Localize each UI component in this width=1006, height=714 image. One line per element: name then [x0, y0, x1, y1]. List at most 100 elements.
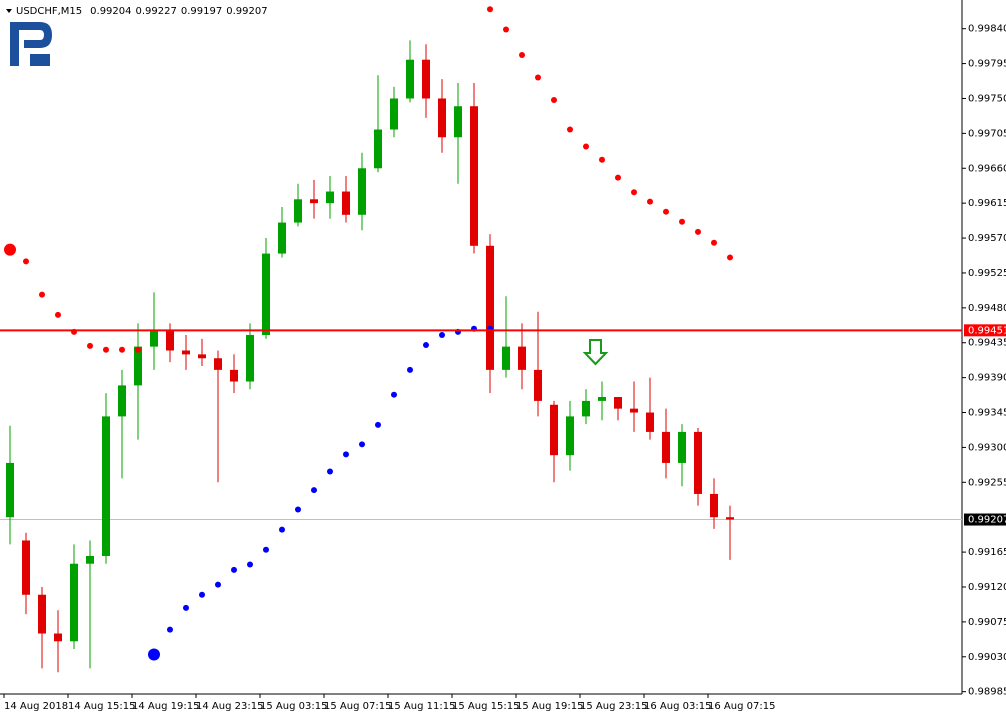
candle-body [230, 369, 238, 382]
indicator-dot [695, 228, 701, 235]
indicator-dot [4, 243, 16, 256]
indicator-dot [679, 218, 685, 225]
x-tick-label: 15 Aug 07:15 [324, 701, 391, 712]
quote-value: 0.99207 [226, 6, 267, 17]
indicator-dot [247, 561, 253, 568]
y-tick-label: 0.98985 [968, 687, 1006, 698]
indicator-dot [199, 591, 205, 598]
y-tick-label: 0.99390 [968, 373, 1006, 384]
candle-body [102, 416, 110, 556]
candle-body [278, 222, 286, 254]
y-tick-label: 0.99525 [968, 268, 1006, 279]
y-tick-label: 0.99165 [968, 547, 1006, 558]
indicator-dot [423, 342, 429, 349]
candle-body [390, 98, 398, 130]
indicator-dot [183, 604, 189, 611]
candle-body [534, 369, 542, 401]
x-tick-label: 15 Aug 11:15 [388, 701, 455, 712]
indicator-dot [407, 366, 413, 373]
candle-body [726, 517, 734, 520]
candle-body [470, 106, 478, 246]
candle-body [662, 431, 670, 463]
x-tick-label: 15 Aug 03:15 [260, 701, 327, 712]
indicator-dot [439, 331, 445, 338]
indicator-dot [231, 566, 237, 573]
indicator-dot [615, 174, 621, 181]
y-tick-label: 0.99705 [968, 128, 1006, 139]
candle-body [22, 540, 30, 595]
candle-body [38, 594, 46, 634]
candle-body [262, 253, 270, 335]
indicator-dot [487, 6, 493, 13]
candle-body [166, 331, 174, 351]
x-tick-label: 14 Aug 15:15 [68, 701, 135, 712]
candle-body [246, 334, 254, 382]
y-tick-label: 0.99615 [968, 198, 1006, 209]
indicator-dot [647, 198, 653, 205]
candle-body [326, 191, 334, 204]
candle-body [150, 331, 158, 347]
candle-body [518, 346, 526, 370]
indicator-dot [503, 26, 509, 33]
indicator-dot [279, 526, 285, 533]
level-label: 0.99451 [968, 325, 1006, 336]
y-tick-label: 0.99750 [968, 93, 1006, 104]
y-tick-label: 0.99345 [968, 408, 1006, 419]
candle-body [6, 462, 14, 518]
indicator-dot [631, 189, 637, 196]
candle-body [646, 412, 654, 432]
candle-body [550, 404, 558, 456]
y-tick-label: 0.99300 [968, 442, 1006, 453]
y-tick-label: 0.99840 [968, 24, 1006, 35]
y-tick-label: 0.99120 [968, 582, 1006, 593]
indicator-dot [119, 346, 125, 353]
logo [10, 22, 52, 66]
level-label-box [964, 324, 1006, 337]
y-tick-label: 0.99030 [968, 652, 1006, 663]
indicator-dot [103, 346, 109, 353]
symbol-menu-arrow[interactable] [6, 9, 12, 13]
candle-body [342, 191, 350, 215]
candle-body [678, 431, 686, 463]
candle-body [438, 98, 446, 138]
indicator-dot [263, 546, 269, 553]
indicator-dot [535, 74, 541, 81]
candle-body [614, 397, 622, 409]
candle-body [310, 199, 318, 204]
candle-body [502, 346, 510, 370]
candle-body [86, 555, 94, 564]
candle-body [374, 129, 382, 169]
x-tick-label: 16 Aug 07:15 [708, 701, 775, 712]
candle-body [118, 385, 126, 417]
last-price-label: 0.99207 [968, 515, 1006, 526]
indicator-dot [215, 581, 221, 588]
candle-body [70, 563, 78, 642]
indicator-dot [167, 626, 173, 633]
candle-body [566, 416, 574, 456]
indicator-dot [23, 258, 29, 265]
candle-body [694, 431, 702, 494]
y-tick-label: 0.99435 [968, 338, 1006, 349]
indicator-dot [55, 311, 61, 318]
candle-body [710, 493, 718, 518]
indicator-dot [359, 441, 365, 448]
indicator-dot [583, 143, 589, 150]
x-tick-label: 16 Aug 03:15 [644, 701, 711, 712]
candle-body [406, 59, 414, 99]
x-tick-label: 14 Aug 23:15 [196, 701, 263, 712]
indicator-dot [375, 421, 381, 428]
indicator-dot [148, 648, 160, 661]
symbol-label: USDCHF,M15 [16, 6, 82, 17]
candle-body [598, 397, 606, 401]
candle-body [294, 199, 302, 223]
y-tick-label: 0.99075 [968, 617, 1006, 628]
indicator-dot [295, 506, 301, 513]
indicator-dot [343, 451, 349, 458]
y-tick-label: 0.99795 [968, 59, 1006, 70]
x-tick-label: 15 Aug 19:15 [516, 701, 583, 712]
indicator-dot [135, 346, 141, 353]
indicator-dot [727, 254, 733, 261]
candle-body [358, 168, 366, 215]
